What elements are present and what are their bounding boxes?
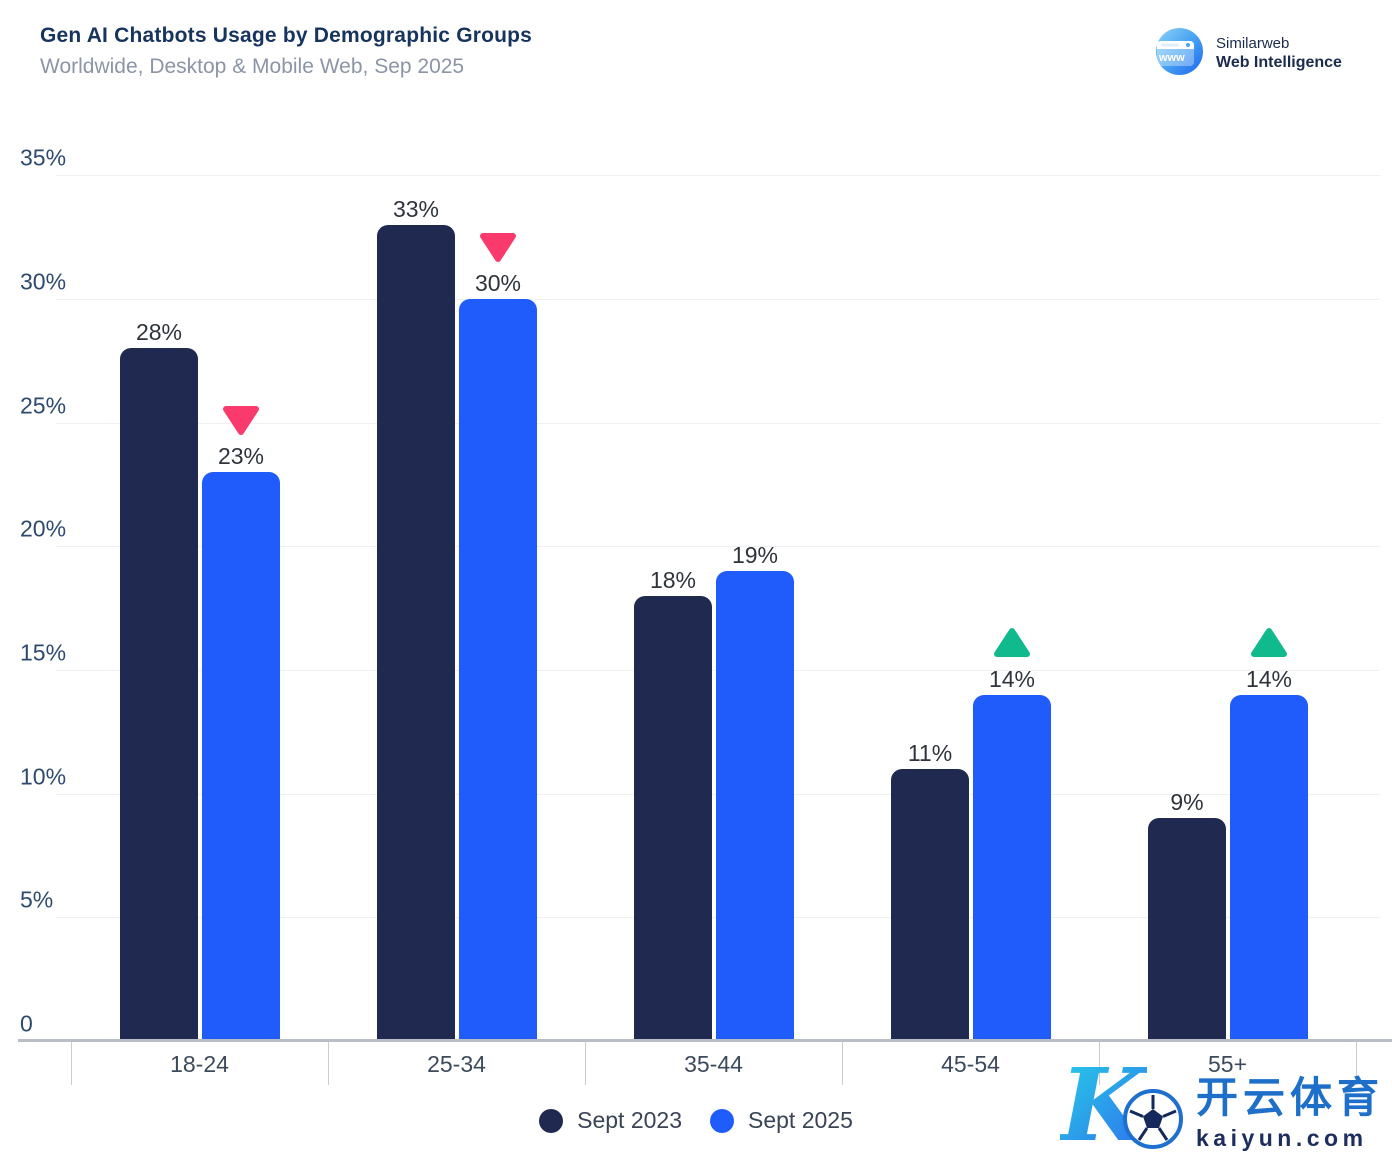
category-tick-1 — [328, 1042, 329, 1085]
y-axis-tick-25: 25% — [20, 392, 67, 418]
bar-sept-2023-55 — [1148, 818, 1226, 1041]
similarweb-browser-icon: www — [1156, 28, 1203, 80]
bar-sept-2023-35-44 — [634, 596, 712, 1041]
y-axis-tick-35: 35% — [20, 144, 67, 171]
kaiyun-logo: K — [1060, 1050, 1186, 1164]
legend-label-sept-2025: Sept 2025 — [748, 1107, 853, 1133]
chart-legend: Sept 2023 Sept 2025 — [0, 1107, 1392, 1134]
category-tick-0 — [71, 1042, 72, 1085]
trend-marker-down-25-34 — [479, 231, 517, 268]
legend-dot-sept-2025 — [710, 1108, 734, 1133]
category-tick-2 — [585, 1042, 586, 1085]
bar-sept-2023-45-54 — [891, 769, 969, 1041]
gridline-20 — [56, 546, 1380, 548]
trend-marker-up-55 — [1250, 627, 1288, 664]
legend-dot-sept-2023 — [539, 1108, 564, 1133]
bar-sept-2025-35-44 — [716, 571, 794, 1041]
brand-logo: www Similarweb Web Intelligence — [1156, 28, 1342, 80]
y-axis-tick-20: 20% — [20, 515, 67, 542]
category-label-25-34: 25-34 — [427, 1051, 486, 1077]
trend-marker-up-45-54 — [993, 627, 1031, 664]
bar-sept-2025-25-34 — [459, 299, 537, 1041]
svg-text:www: www — [1158, 52, 1185, 64]
brand-name: Similarweb — [1216, 34, 1290, 52]
legend-label-sept-2023: Sept 2023 — [577, 1107, 682, 1133]
y-axis-tick-0: 0 — [20, 1010, 33, 1037]
category-label-45-54: 45-54 — [941, 1051, 1000, 1077]
value-label-sept-2023-25-34: 33% — [392, 196, 440, 222]
gridline-25 — [56, 422, 1380, 424]
value-label-sept-2023-45-54: 11% — [907, 740, 953, 766]
category-tick-4 — [1099, 1042, 1100, 1085]
page-title: Gen AI Chatbots Usage by Demographic Gro… — [40, 24, 533, 47]
value-label-sept-2025-25-34: 30% — [474, 270, 522, 296]
value-label-sept-2023-35-44: 18% — [649, 567, 697, 593]
brand-product: Web Intelligence — [1216, 54, 1342, 72]
bar-sept-2025-55 — [1230, 695, 1308, 1041]
bar-sept-2023-25-34 — [377, 225, 455, 1041]
value-label-sept-2025-18-24: 23% — [217, 443, 265, 469]
bar-sept-2025-18-24 — [202, 472, 280, 1041]
soccer-ball-icon — [1122, 1088, 1184, 1155]
y-axis-tick-10: 10% — [20, 763, 67, 790]
trend-marker-down-18-24 — [222, 404, 260, 441]
category-tick-5 — [1356, 1042, 1357, 1085]
kaiyun-domain-text: kaiyun.com — [1195, 1124, 1368, 1151]
value-label-sept-2025-45-54: 14% — [988, 666, 1036, 692]
category-label-55: 55+ — [1207, 1051, 1248, 1077]
page-subtitle: Worldwide, Desktop & Mobile Web, Sep 202… — [40, 55, 465, 78]
gridline-35 — [56, 175, 1380, 177]
y-axis-tick-5: 5% — [20, 886, 54, 913]
gridline-30 — [56, 298, 1380, 300]
category-label-35-44: 35-44 — [684, 1051, 743, 1077]
value-label-sept-2025-35-44: 19% — [731, 542, 779, 568]
category-label-18-24: 18-24 — [170, 1051, 229, 1077]
value-label-sept-2023-18-24: 28% — [135, 319, 183, 345]
x-axis-line — [18, 1039, 1392, 1042]
y-axis-tick-30: 30% — [20, 268, 67, 295]
legend-item-sept-2023: Sept 2023 — [539, 1107, 682, 1134]
kaiyun-cjk-text: 开云体育 — [1195, 1073, 1384, 1121]
value-label-sept-2023-55: 9% — [1170, 789, 1204, 815]
kaiyun-watermark: K 开云体育 kaiyun.com — [1060, 1050, 1384, 1164]
legend-item-sept-2025: Sept 2025 — [710, 1107, 853, 1134]
value-label-sept-2025-55: 14% — [1245, 666, 1293, 692]
bar-sept-2023-18-24 — [120, 348, 198, 1041]
category-tick-3 — [842, 1042, 843, 1085]
y-axis-tick-15: 15% — [20, 639, 67, 666]
bar-sept-2025-45-54 — [973, 695, 1051, 1041]
